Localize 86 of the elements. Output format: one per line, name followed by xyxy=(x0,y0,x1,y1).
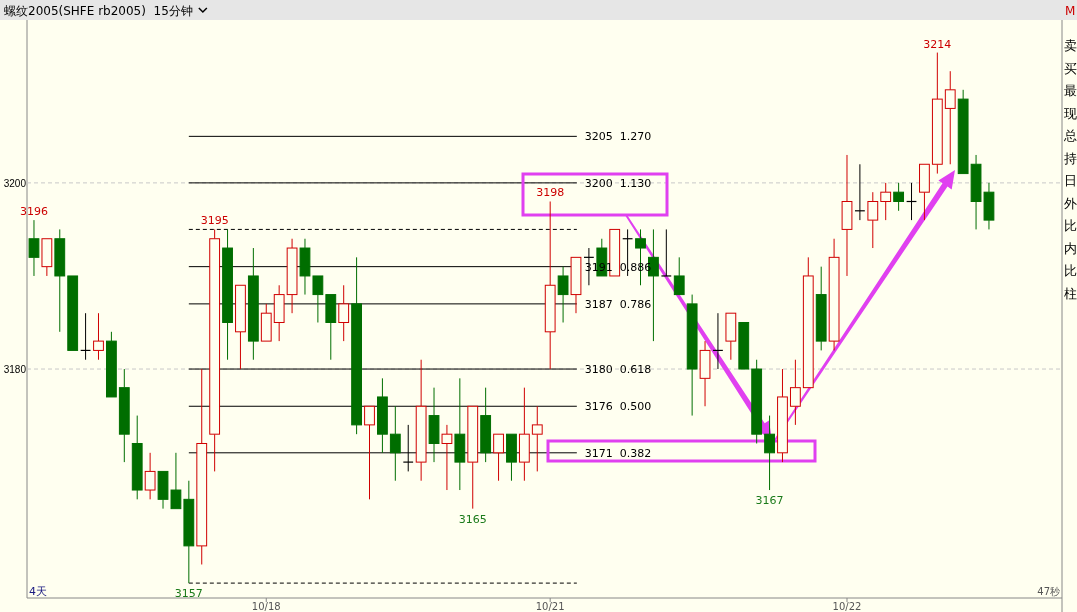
candlestick xyxy=(67,275,79,351)
candlestick xyxy=(893,182,905,212)
candlestick xyxy=(28,219,40,277)
candlestick xyxy=(480,387,492,463)
candlestick xyxy=(931,52,943,175)
candlestick xyxy=(325,294,337,361)
ref-line-label: 3180 0.618 xyxy=(584,363,652,377)
candlestick xyxy=(247,247,259,361)
annotation: 3157 xyxy=(174,587,203,601)
candlestick xyxy=(828,238,840,351)
candlestick xyxy=(54,228,66,333)
candlestick xyxy=(377,377,388,454)
text: 卖 xyxy=(1064,38,1077,53)
annotation: 3195 xyxy=(200,214,229,228)
candlestick xyxy=(144,452,156,500)
chart-title: 螺纹2005(SHFE rb2005) 15分钟 xyxy=(4,4,193,18)
text: 外 xyxy=(1064,195,1077,211)
text: 比 xyxy=(1064,218,1077,233)
candlestick xyxy=(944,70,956,165)
candlestick xyxy=(467,405,479,510)
ref-line-label: 3176 0.500 xyxy=(584,400,652,414)
candlestick xyxy=(880,182,892,221)
candlestick xyxy=(557,266,569,323)
text: 柱 xyxy=(1064,285,1077,301)
candlestick xyxy=(364,405,375,500)
candlestick xyxy=(428,387,440,463)
candlestick xyxy=(183,480,195,584)
candlestick xyxy=(660,228,672,277)
candlestick xyxy=(570,256,582,314)
text: 47秒 xyxy=(1037,586,1060,597)
candlestick xyxy=(441,424,453,491)
annotation: 3198 xyxy=(536,186,565,200)
text: 总 xyxy=(1063,128,1077,143)
annotation: 3167 xyxy=(755,494,784,508)
candlestick xyxy=(235,284,246,370)
candlestick xyxy=(286,238,298,314)
candlestick xyxy=(118,368,130,463)
candlestick xyxy=(919,163,930,221)
candlestick xyxy=(454,377,466,491)
y-tick-label: 3200 xyxy=(3,177,27,189)
text: 内 xyxy=(1064,240,1077,256)
candlestick xyxy=(777,368,788,463)
candlestick xyxy=(725,312,737,361)
candlestick xyxy=(738,322,750,370)
candlestick xyxy=(415,359,427,482)
x-tick-label: 10/21 xyxy=(535,601,565,612)
candlestick xyxy=(544,201,556,370)
candlestick xyxy=(196,368,208,565)
text: M xyxy=(1065,4,1076,18)
candlestick xyxy=(789,359,801,426)
x-tick-label: 10/18 xyxy=(251,601,281,612)
annotation: 3214 xyxy=(923,37,952,51)
candlestick xyxy=(841,154,853,277)
candlestick xyxy=(699,340,711,407)
text: 最 xyxy=(1064,83,1077,98)
candlestick xyxy=(518,387,530,482)
text: 现 xyxy=(1064,105,1077,121)
candlestick xyxy=(686,294,698,417)
candlestick xyxy=(673,256,685,296)
annotation: 3196 xyxy=(19,205,48,219)
candlestick xyxy=(506,433,517,482)
candlestick xyxy=(764,415,775,491)
text: 买 xyxy=(1064,60,1077,76)
text: 持 xyxy=(1064,150,1077,166)
candlestick xyxy=(93,312,104,361)
candlestick xyxy=(222,228,233,361)
ref-line-label: 3205 1.270 xyxy=(584,130,652,144)
x-tick-label: 10/22 xyxy=(832,601,862,612)
ref-line-label: 3187 0.786 xyxy=(584,297,652,311)
candlestick xyxy=(493,433,504,482)
candlestick xyxy=(209,228,221,472)
candlestick xyxy=(867,191,879,249)
annotation: 3165 xyxy=(458,512,487,526)
candlestick xyxy=(41,238,53,277)
candlestick xyxy=(802,256,814,389)
candlestick xyxy=(389,405,401,482)
candlestick xyxy=(260,303,272,342)
ref-line-label: 3171 0.382 xyxy=(584,446,652,460)
text: 比 xyxy=(1064,263,1077,278)
ref-line-label: 3200 1.130 xyxy=(584,176,652,190)
candlestick xyxy=(338,284,350,342)
annotation: 4天 xyxy=(29,585,47,598)
y-tick-label: 3180 xyxy=(3,364,27,376)
text: 日 xyxy=(1064,173,1077,188)
candlestick xyxy=(273,284,285,342)
candlestick xyxy=(531,405,543,472)
